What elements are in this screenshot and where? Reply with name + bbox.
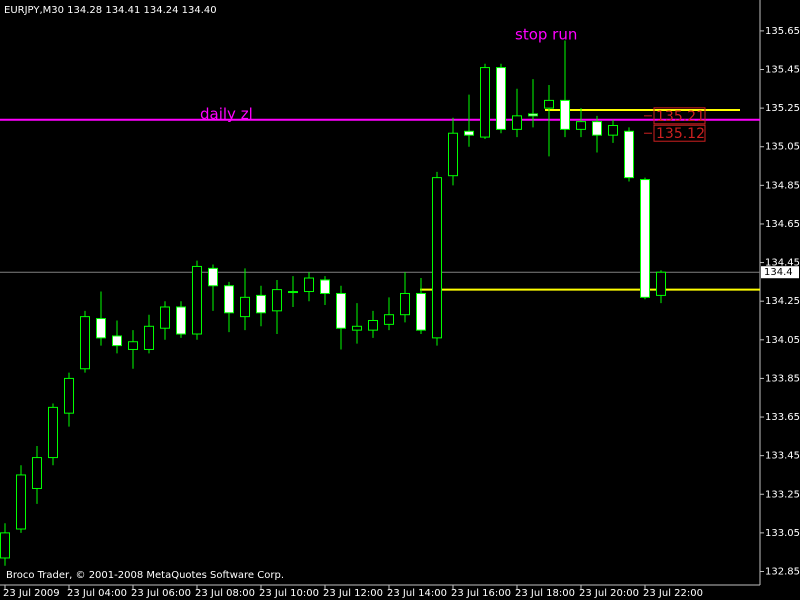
candle-body (176, 306, 186, 335)
candle-body (288, 291, 298, 294)
y-tick-label: 134.25 (765, 296, 800, 307)
candle-body (240, 296, 250, 318)
price-label-box (653, 107, 706, 125)
x-tick-label: 23 Jul 20:00 (579, 588, 639, 599)
y-tick-label: 133.05 (765, 528, 800, 539)
annotation: stop run (515, 26, 577, 44)
candle-body (352, 325, 362, 331)
candle-body (48, 406, 58, 459)
candle-body (192, 265, 202, 335)
candle-body (304, 277, 314, 293)
y-tick-label: 134.45 (765, 258, 800, 269)
y-tick-label: 135.25 (765, 103, 800, 114)
candle-body (624, 130, 634, 179)
horizontal-line-label: daily zl (200, 105, 253, 123)
current-price-label: 134.4 (764, 267, 793, 278)
candle-body (592, 121, 602, 136)
candle-body (320, 279, 330, 294)
y-tick-label: 132.85 (765, 566, 800, 577)
x-tick-label: 23 Jul 04:00 (67, 588, 127, 599)
x-tick-label: 23 Jul 12:00 (323, 588, 383, 599)
candle-body (256, 294, 266, 314)
candle-body (368, 319, 378, 331)
candle-body (416, 292, 426, 331)
x-tick-label: 23 Jul 18:00 (515, 588, 575, 599)
candle-body (512, 115, 522, 130)
chart-header: EURJPY,M30 134.28 134.41 134.24 134.40 (4, 5, 217, 16)
candle-body (400, 292, 410, 316)
candle-body (640, 179, 650, 298)
y-tick-label: 135.05 (765, 142, 800, 153)
x-tick-label: 23 Jul 2009 (3, 588, 60, 599)
candle-body (128, 341, 138, 350)
candle-body (336, 292, 346, 329)
price-label-box (653, 124, 706, 142)
current-price-box (761, 266, 799, 279)
candle-body (576, 121, 586, 130)
candle-body (112, 335, 122, 347)
candle-body (496, 67, 506, 130)
y-tick-label: 135.65 (765, 26, 800, 37)
y-tick-label: 134.65 (765, 219, 800, 230)
candle-body (224, 285, 234, 314)
x-tick-label: 23 Jul 10:00 (259, 588, 319, 599)
candle-body (208, 267, 218, 287)
candle-body (80, 316, 90, 370)
x-tick-label: 23 Jul 22:00 (643, 588, 703, 599)
x-tick-label: 23 Jul 16:00 (451, 588, 511, 599)
x-tick-label: 23 Jul 14:00 (387, 588, 447, 599)
candle-body (464, 130, 474, 136)
y-tick-label: 133.85 (765, 373, 800, 384)
y-tick-label: 133.25 (765, 489, 800, 500)
candle-body (432, 177, 442, 339)
candle-body (480, 67, 490, 138)
candle-body (656, 271, 666, 296)
candle-body (384, 314, 394, 325)
candle-body (448, 132, 458, 177)
y-tick-label: 135.45 (765, 65, 800, 76)
price-label: 135.12 (656, 126, 705, 142)
candle-body (544, 99, 554, 109)
candle-body (32, 457, 42, 489)
candle-body (528, 113, 538, 117)
candle-body (560, 99, 570, 130)
candle-body (608, 124, 618, 136)
candle-body (0, 532, 10, 559)
y-tick-label: 133.45 (765, 451, 800, 462)
candle-body (272, 289, 282, 312)
candle-body (16, 474, 26, 530)
x-tick-label: 23 Jul 06:00 (131, 588, 191, 599)
chart-footer: Broco Trader, © 2001-2008 MetaQuotes Sof… (6, 570, 284, 581)
y-tick-label: 134.05 (765, 335, 800, 346)
x-tick-label: 23 Jul 08:00 (195, 588, 255, 599)
y-tick-label: 134.85 (765, 180, 800, 191)
price-label: 135.21 (656, 109, 705, 125)
candle-body (160, 306, 170, 329)
candle-body (96, 318, 106, 339)
candle-body (144, 325, 154, 350)
candle-body (64, 377, 74, 414)
y-tick-label: 133.65 (765, 412, 800, 423)
